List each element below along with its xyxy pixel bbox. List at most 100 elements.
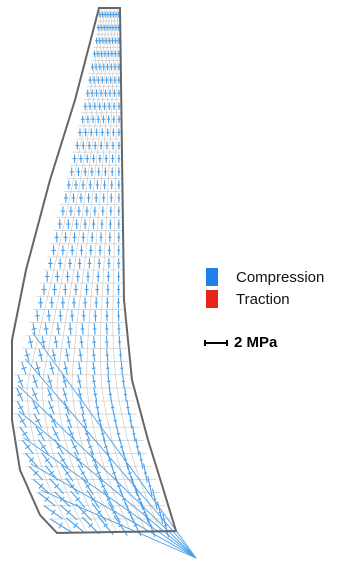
stress-principal-minor [133,524,138,527]
mesh-line [80,164,84,179]
mesh-line [73,348,75,363]
compression-swatch [206,268,218,286]
stress-principal-minor [64,354,70,357]
mesh-line [93,256,96,271]
stress-principal-minor [96,510,102,515]
mesh-line [96,217,99,231]
mesh-line [71,269,75,284]
mesh-line [95,46,98,61]
mesh-line [106,204,108,218]
legend-item-compression: Compression [206,266,324,288]
mesh-line [88,466,94,480]
stress-principal-minor [51,354,57,357]
mesh-line [108,479,114,494]
mesh-line [75,191,79,205]
stress-principal-minor [25,444,31,449]
mesh-line [94,518,102,533]
stress-principal-minor [64,471,70,475]
mesh-line [88,86,92,100]
mesh-line [90,413,94,428]
mesh-line [124,518,132,533]
stress-principal-minor [62,393,68,396]
mesh-line [99,453,105,467]
mesh-line [135,466,141,480]
mesh-line [107,73,110,87]
stress-principal-minor [56,445,62,449]
mesh-line [73,204,77,218]
scale-bar: 2 MPa [204,334,277,351]
stress-trajectory [23,437,197,559]
stress-principal-minor [101,484,106,488]
mesh-line [37,453,42,467]
mesh-line [56,374,59,389]
stress-principal-minor [49,367,55,370]
mesh-line [74,335,77,349]
mesh-line [91,99,94,114]
mesh-line [89,295,92,310]
mesh-line [90,73,94,87]
mesh-line [45,348,49,363]
mesh-line [73,256,77,271]
stress-principal-minor [60,458,66,462]
stress-principal-minor [76,458,81,462]
stress-principal-minor [17,392,23,397]
mesh-line [71,374,73,389]
stress-principal-minor [19,418,26,423]
stress-principal-minor [148,485,152,487]
mesh-line [99,73,102,87]
mesh-line [103,505,111,520]
mesh-line [106,99,108,114]
mesh-line [73,164,77,179]
mesh-line [92,479,99,494]
mesh-line [101,282,104,297]
stress-principal-minor [54,483,59,489]
mesh-line [48,335,52,349]
mesh-line [91,282,93,297]
stress-principal-minor [100,432,105,435]
stress-principal-minor [77,380,82,383]
mesh-line [100,308,102,323]
mesh-line [32,348,36,363]
stress-principal-minor [35,419,41,423]
mesh-line [58,282,62,297]
mesh-line [103,256,105,271]
stress-principal-minor [55,328,61,330]
stress-principal-minor [104,445,109,448]
stress-principal-minor [43,328,49,330]
mesh-line [106,191,109,205]
legend-item-traction: Traction [206,288,324,310]
mesh-line [87,322,90,336]
mesh-line [112,60,114,74]
mesh-line [100,374,103,389]
stress-principal-minor [103,523,108,528]
stress-trajectory [17,384,197,559]
mesh-line [57,505,65,520]
mesh-line [41,308,46,323]
mesh-line [104,230,107,245]
stress-principal-minor [44,496,50,502]
mesh-line [96,99,99,114]
stress-principal-minor [33,470,39,476]
mesh-line [89,151,92,166]
stress-trajectory [18,411,197,559]
mesh-line [102,269,104,284]
stress-principal-minor [106,497,111,501]
mesh-line [103,400,107,415]
stress-principal-minor [75,497,81,502]
mesh-line [102,151,104,166]
mesh-line [86,348,88,363]
stress-principal-minor [40,444,46,449]
mesh-line [61,426,66,441]
mesh-line [105,413,110,428]
stress-principal-minor [44,457,50,462]
mesh-line [109,138,111,153]
mesh-line [68,191,72,205]
mesh-line [83,191,87,205]
stress-principal-minor [22,431,28,436]
mesh-line [50,322,54,336]
scale-label: 2 MPa [234,334,278,351]
stress-principal-minor [95,406,100,409]
stress-principal-minor [113,419,118,422]
mesh-line [93,426,97,441]
